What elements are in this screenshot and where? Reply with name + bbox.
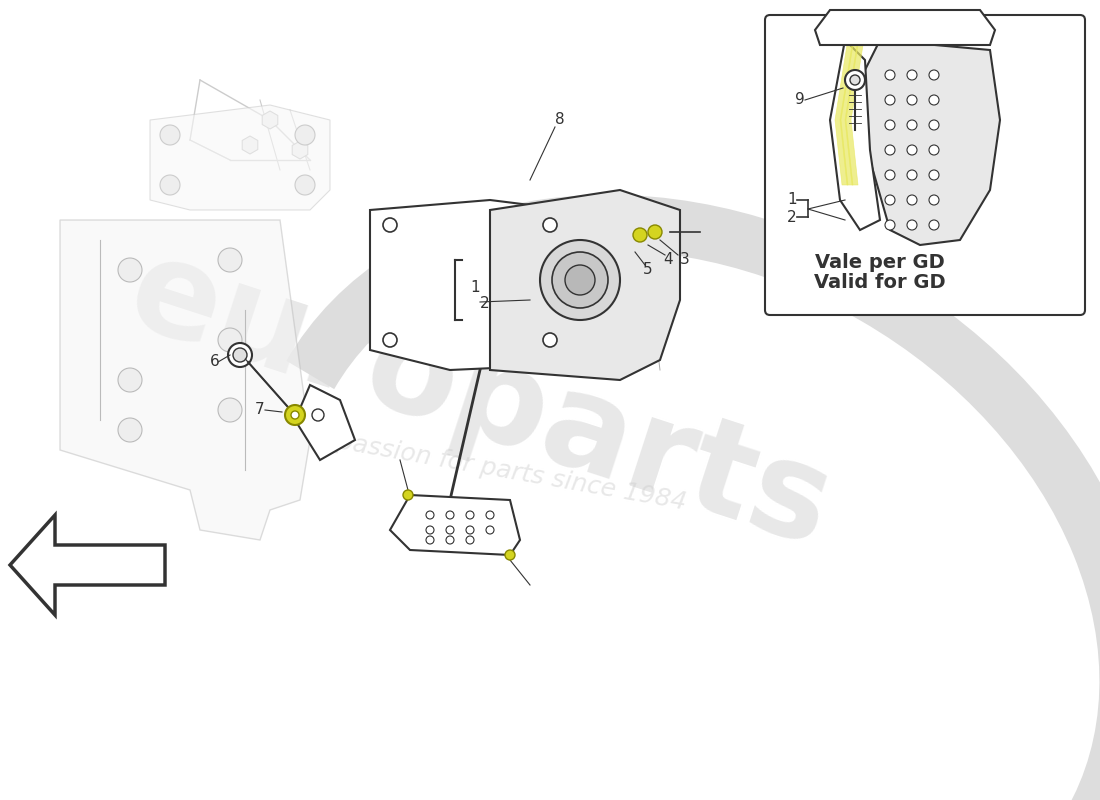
Text: Vale per GD: Vale per GD bbox=[815, 253, 945, 271]
Polygon shape bbox=[242, 136, 257, 154]
Text: 4: 4 bbox=[663, 253, 673, 267]
Circle shape bbox=[218, 398, 242, 422]
Circle shape bbox=[403, 490, 412, 500]
Circle shape bbox=[446, 511, 454, 519]
Polygon shape bbox=[835, 45, 852, 185]
Circle shape bbox=[312, 409, 324, 421]
Circle shape bbox=[218, 248, 242, 272]
Circle shape bbox=[118, 368, 142, 392]
Circle shape bbox=[426, 526, 434, 534]
Circle shape bbox=[426, 536, 434, 544]
Circle shape bbox=[118, 258, 142, 282]
Text: 7: 7 bbox=[255, 402, 265, 418]
Circle shape bbox=[886, 70, 895, 80]
Polygon shape bbox=[295, 385, 355, 460]
Text: 2: 2 bbox=[788, 210, 796, 225]
Circle shape bbox=[930, 95, 939, 105]
Circle shape bbox=[930, 195, 939, 205]
Circle shape bbox=[486, 511, 494, 519]
Circle shape bbox=[543, 218, 557, 232]
Circle shape bbox=[233, 348, 248, 362]
Circle shape bbox=[908, 145, 917, 155]
Circle shape bbox=[930, 70, 939, 80]
Circle shape bbox=[886, 170, 895, 180]
Text: 8: 8 bbox=[556, 113, 564, 127]
Circle shape bbox=[908, 170, 917, 180]
Circle shape bbox=[295, 125, 315, 145]
Text: europarts: europarts bbox=[113, 227, 847, 573]
Circle shape bbox=[552, 252, 608, 308]
Circle shape bbox=[466, 526, 474, 534]
Polygon shape bbox=[845, 45, 864, 185]
Circle shape bbox=[383, 333, 397, 347]
Circle shape bbox=[886, 95, 895, 105]
Circle shape bbox=[466, 511, 474, 519]
Polygon shape bbox=[815, 10, 996, 45]
FancyBboxPatch shape bbox=[764, 15, 1085, 315]
Circle shape bbox=[118, 418, 142, 442]
Circle shape bbox=[930, 220, 939, 230]
Circle shape bbox=[908, 95, 917, 105]
Circle shape bbox=[160, 175, 180, 195]
Polygon shape bbox=[370, 200, 570, 370]
Circle shape bbox=[648, 225, 662, 239]
Text: 6: 6 bbox=[210, 354, 220, 370]
Circle shape bbox=[930, 170, 939, 180]
Circle shape bbox=[886, 220, 895, 230]
Circle shape bbox=[228, 343, 252, 367]
Circle shape bbox=[908, 120, 917, 130]
Circle shape bbox=[486, 526, 494, 534]
Text: 3: 3 bbox=[680, 253, 690, 267]
Polygon shape bbox=[840, 45, 858, 185]
Circle shape bbox=[632, 228, 647, 242]
Circle shape bbox=[930, 145, 939, 155]
Polygon shape bbox=[830, 40, 880, 230]
Polygon shape bbox=[10, 515, 165, 615]
Polygon shape bbox=[293, 141, 308, 159]
Text: 1: 1 bbox=[788, 193, 796, 207]
Circle shape bbox=[218, 328, 242, 352]
Polygon shape bbox=[262, 111, 278, 129]
Circle shape bbox=[446, 536, 454, 544]
Circle shape bbox=[540, 240, 620, 320]
Polygon shape bbox=[490, 190, 680, 380]
Text: Valid for GD: Valid for GD bbox=[814, 273, 946, 291]
Text: 1: 1 bbox=[470, 281, 480, 295]
Circle shape bbox=[160, 125, 180, 145]
Circle shape bbox=[446, 526, 454, 534]
Circle shape bbox=[295, 175, 315, 195]
Circle shape bbox=[543, 333, 557, 347]
Circle shape bbox=[292, 411, 299, 419]
Text: a passion for parts since 1984: a passion for parts since 1984 bbox=[312, 426, 689, 514]
Circle shape bbox=[886, 195, 895, 205]
Circle shape bbox=[565, 265, 595, 295]
Polygon shape bbox=[390, 495, 520, 555]
Circle shape bbox=[930, 120, 939, 130]
Circle shape bbox=[908, 70, 917, 80]
Polygon shape bbox=[860, 40, 1000, 245]
Circle shape bbox=[908, 220, 917, 230]
Polygon shape bbox=[150, 105, 330, 210]
Polygon shape bbox=[60, 220, 310, 540]
Circle shape bbox=[426, 511, 434, 519]
Circle shape bbox=[285, 405, 305, 425]
Circle shape bbox=[466, 536, 474, 544]
Circle shape bbox=[908, 195, 917, 205]
Circle shape bbox=[845, 70, 865, 90]
Circle shape bbox=[850, 75, 860, 85]
Circle shape bbox=[383, 218, 397, 232]
Circle shape bbox=[886, 120, 895, 130]
Circle shape bbox=[886, 145, 895, 155]
Text: 9: 9 bbox=[795, 93, 805, 107]
Text: 5: 5 bbox=[644, 262, 652, 278]
Circle shape bbox=[505, 550, 515, 560]
Text: 2: 2 bbox=[480, 297, 490, 311]
